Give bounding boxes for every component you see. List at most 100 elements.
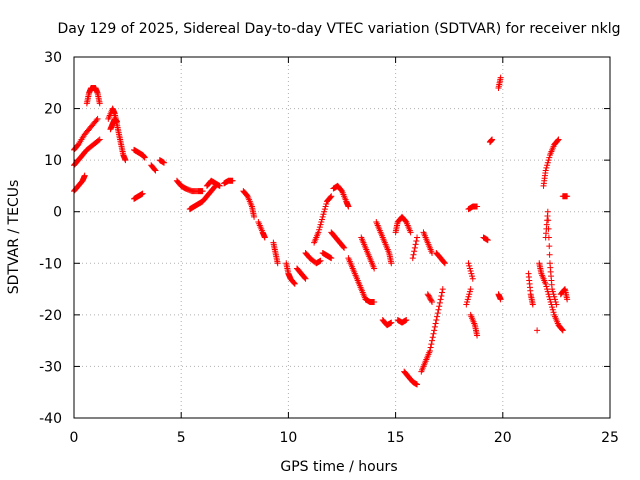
data-point [96,100,103,107]
data-point [321,206,328,213]
data-point [410,251,417,258]
data-point [464,296,471,303]
data-point [409,255,416,262]
data-point [328,255,335,262]
x-axis-label: GPS time / hours [280,459,397,475]
data-point [251,213,258,220]
data-point [545,291,552,298]
x-tick-label: 10 [279,430,297,446]
data-point [425,292,432,299]
data-point [122,157,129,164]
data-point [301,274,308,281]
data-point [551,296,558,303]
data-point [547,298,554,305]
data-point [564,296,571,303]
data-point [302,275,309,282]
y-tick-label: -30 [39,359,62,375]
data-point [546,293,553,300]
data-point [484,237,491,244]
data-point [327,194,334,201]
data-point [469,275,476,282]
x-tick-label: 25 [601,430,619,446]
data-point [291,280,298,287]
data-point [467,268,474,275]
data-point [436,303,443,310]
x-tick-labels: 0 5 10 15 20 25 [70,430,619,446]
data-point [542,280,549,287]
data-point [463,301,470,308]
data-point [543,283,550,290]
data-point [320,211,327,218]
y-tick-label: 20 [44,102,62,118]
data-point [548,301,555,308]
data-point [438,292,445,299]
data-point [431,323,438,330]
data-point [321,208,328,215]
data-point [546,251,553,258]
data-point [544,288,551,295]
data-point [229,177,236,184]
data-point [555,136,562,143]
data-point [316,224,323,231]
data-point [546,296,553,303]
data-point [338,187,345,194]
gridlines [74,57,610,418]
data-point [545,217,552,224]
data-point [432,320,439,327]
data-point [497,74,504,81]
data-point [546,243,553,250]
data-point [388,319,395,326]
data-point [474,332,481,339]
data-point [497,296,504,303]
data-point [545,157,552,164]
data-point [561,286,568,293]
data-point [436,299,443,306]
data-point [545,234,552,241]
data-point [94,115,101,122]
data-point [467,286,474,293]
data-point [426,295,433,302]
y-tick-label: 0 [53,205,62,221]
data-point [434,310,441,317]
y-tick-label: -40 [39,411,62,427]
data-point [319,213,326,220]
data-point [544,286,551,293]
data-point [465,293,472,300]
data-point [151,166,158,173]
data-point [431,327,438,334]
data-point [428,341,435,348]
x-tick-label: 0 [70,430,79,446]
data-point [549,288,556,295]
y-axis-label: SDTVAR / TECUs [6,180,22,295]
data-point [427,344,434,351]
data-point [426,293,433,300]
data-point [559,326,566,333]
data-point [553,301,560,308]
data-point [427,296,434,303]
data-point [546,154,553,161]
data-point [316,226,323,233]
data-point [430,330,437,337]
data-point [340,243,347,250]
data-point [466,262,473,269]
data-point [161,159,168,166]
data-point [243,192,250,199]
data-point [412,241,419,248]
data-point [552,298,559,305]
data-point [529,301,536,308]
y-tick-labels: -40 -30 -20 -10 0 10 20 30 [39,50,62,427]
data-point [95,137,102,144]
data-point [466,265,473,272]
data-point [549,304,556,311]
data-point [429,298,436,305]
data-point [199,188,206,195]
data-point [534,327,541,334]
data-point [466,291,473,298]
data-point [317,221,324,228]
data-point [402,218,409,225]
data-point [216,182,223,189]
data-point [550,291,557,298]
x-tick-label: 20 [494,430,512,446]
data-point [489,136,496,143]
